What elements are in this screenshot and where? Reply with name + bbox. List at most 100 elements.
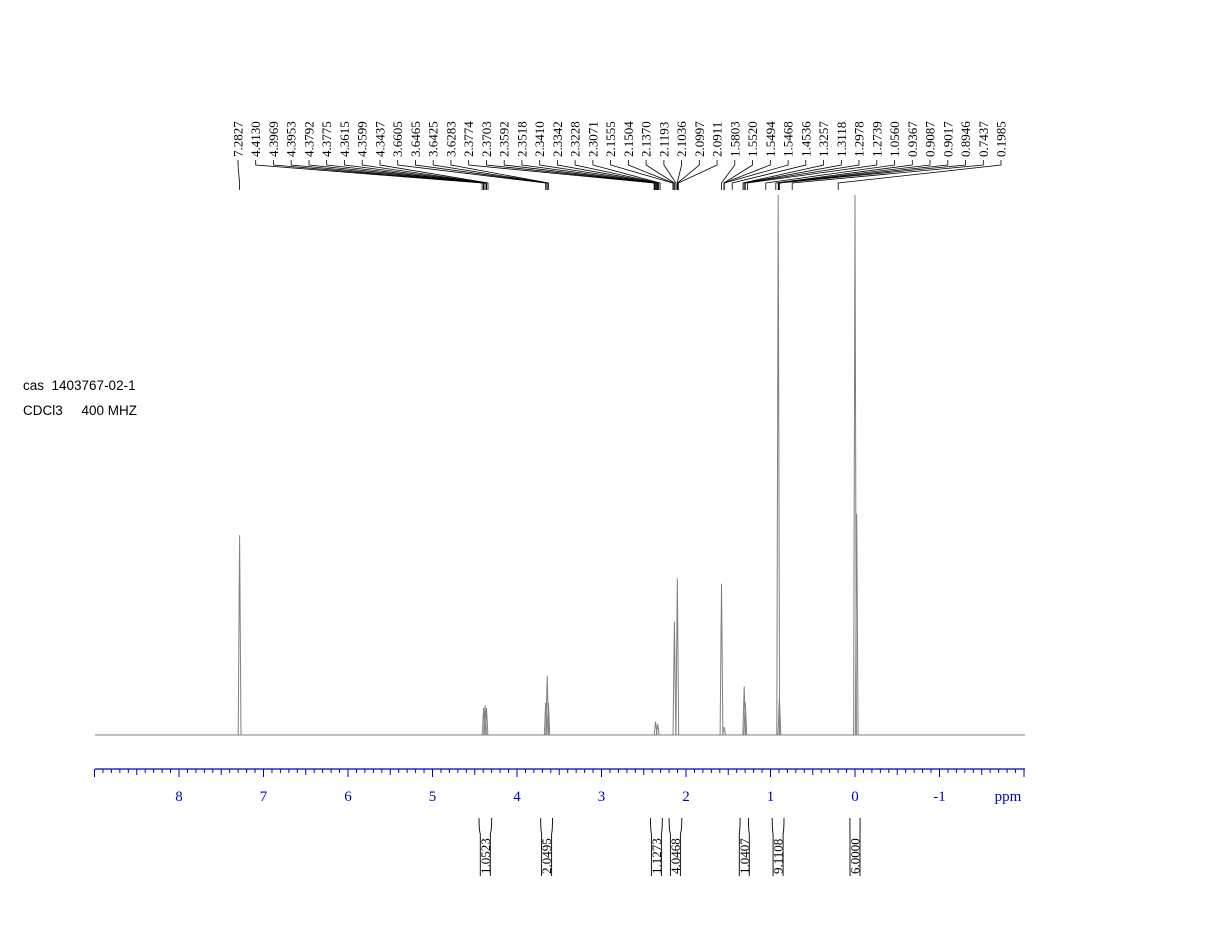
integral-bracket: [849, 817, 861, 876]
peak-label: 1.2978: [852, 121, 867, 157]
peak-label: 4.3437: [373, 121, 388, 157]
axis-tick-label: 6: [344, 789, 352, 805]
spectrum-peak-12: [722, 726, 726, 736]
solvent-frequency-label: CDCl3 400 MHZ: [23, 403, 137, 418]
peak-leader-line: [645, 160, 675, 190]
peak-label: 4.4130: [248, 121, 263, 157]
peak-label: 1.2739: [869, 121, 884, 157]
peak-label: 0.8946: [958, 121, 973, 157]
peak-leader-line: [503, 160, 656, 190]
peak-label: 4.3792: [302, 121, 317, 157]
axis-tick-label: 8: [175, 789, 183, 805]
peak-label: 3.6465: [408, 121, 423, 157]
peak-label: 2.1555: [603, 121, 618, 157]
axis-unit-label: ppm: [995, 789, 1022, 805]
integral-bracket: [771, 817, 785, 876]
spectrum-peak-0: [237, 535, 242, 736]
peak-label: 0.7437: [976, 121, 991, 157]
axis-tick-label: 4: [513, 789, 521, 805]
axis-tick-label: -1: [933, 789, 946, 805]
peak-leader-line: [468, 160, 655, 190]
integral-value: 9.1108: [771, 839, 786, 874]
peak-label: 1.3257: [816, 121, 831, 157]
peak-leader-line: [379, 160, 489, 190]
spectrum-peak-14: [743, 702, 748, 736]
peak-leader-line: [628, 160, 674, 190]
peak-label: 1.5494: [763, 121, 778, 157]
integral-bracket: [478, 817, 493, 876]
peak-label: 2.3228: [568, 121, 583, 157]
peak-label: 4.3615: [337, 121, 352, 157]
peak-leader-line: [574, 160, 660, 190]
peak-label: 3.6425: [426, 121, 441, 157]
axis-tick-label: 3: [598, 789, 606, 805]
peak-leader-line: [742, 160, 824, 190]
peak-leader-line: [723, 160, 789, 190]
peak-label: 1.0560: [887, 121, 902, 157]
peak-leader-line: [663, 160, 677, 190]
peak-leader-line: [557, 160, 659, 190]
integral-bracket: [650, 817, 663, 876]
peak-leader-line: [747, 160, 878, 190]
peak-label: 2.3410: [532, 121, 547, 157]
peak-label: 1.5520: [745, 121, 760, 157]
peak-leader-line: [723, 160, 753, 190]
axis-tick-label: 2: [682, 789, 690, 805]
spectrum-peak-18: [854, 513, 859, 736]
integral-value: 2.0495: [539, 838, 554, 874]
peak-label: 2.1193: [656, 122, 671, 157]
peak-label: 0.9017: [940, 121, 955, 157]
peak-leader-line: [791, 160, 984, 190]
axis-tick-label: 1: [767, 789, 775, 805]
peak-label: 2.3703: [479, 121, 494, 157]
axis-tick-label: 5: [429, 789, 437, 805]
peak-leader-line: [592, 160, 661, 190]
peak-label: 2.3592: [497, 121, 512, 157]
peak-label: 7.2827: [231, 121, 246, 157]
peak-leader-line: [486, 160, 656, 190]
peak-label: 4.3969: [266, 121, 281, 157]
peak-leader-line: [721, 160, 736, 190]
peak-label: 2.3342: [550, 121, 565, 157]
peak-leader-line: [775, 160, 913, 190]
peak-leader-line: [255, 160, 483, 190]
integral-bracket: [668, 817, 683, 876]
peak-label: 2.3071: [585, 121, 600, 157]
peak-label: 4.3953: [284, 121, 299, 157]
peak-label: 1.5803: [727, 121, 742, 157]
integral-bracket: [738, 817, 750, 876]
peak-label: 1.5468: [781, 121, 796, 157]
peak-label: 0.9087: [923, 121, 938, 157]
peak-label: 2.1370: [639, 121, 654, 157]
spectrum-peak-3: [484, 707, 489, 736]
spectrum-peak-15: [776, 194, 781, 736]
peak-leader-line: [777, 160, 931, 190]
cas-number-label: cas 1403767-02-1: [23, 378, 136, 393]
spectrum-peak-13: [742, 686, 747, 736]
peak-leader-line: [677, 160, 718, 190]
spectrum-peak-16: [777, 697, 782, 736]
peak-label: 3.6605: [390, 121, 405, 157]
peak-label: 1.4536: [798, 121, 813, 157]
peak-leader-line: [361, 160, 487, 190]
integral-group: 1.0523 2.0495 1.1273 4.0468 1.0407 9.1108 6.00…: [478, 817, 863, 876]
spectrum-trace: [95, 194, 1025, 736]
peak-label: 2.3774: [461, 121, 476, 157]
peak-label-group: 7.2827 4.4130 4.3969 4.3953 4.3792 4.3775 4.36…: [231, 121, 1009, 190]
peak-leader-line: [397, 160, 547, 190]
peak-leader-line: [539, 160, 658, 190]
integral-value: 4.0468: [668, 838, 683, 874]
peak-label: 3.6283: [443, 121, 458, 157]
spectrum-peak-8: [655, 724, 660, 736]
peak-label: 4.3775: [319, 121, 334, 157]
peak-leader-line: [743, 160, 842, 190]
axis-tick-label: 0: [851, 789, 859, 805]
peak-label: 2.3518: [514, 121, 529, 157]
peak-leader-line: [450, 160, 549, 190]
integral-value: 1.0523: [478, 838, 493, 874]
peak-leader-line: [778, 160, 949, 190]
peak-label: 2.1504: [621, 121, 636, 157]
spectrum-peak-11: [719, 583, 724, 736]
axis-tick-label: 7: [260, 789, 268, 805]
spectrum-peak-6: [546, 702, 551, 736]
